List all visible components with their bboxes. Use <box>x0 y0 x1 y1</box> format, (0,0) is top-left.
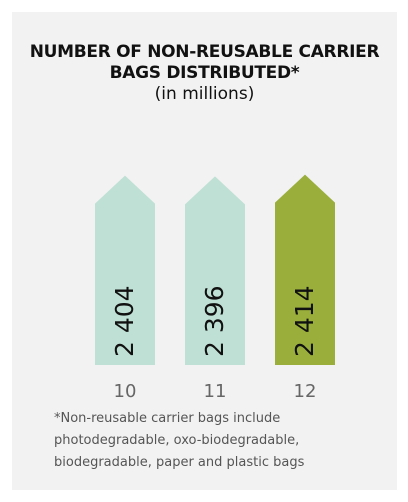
chart-footnote: *Non-reusable carrier bags include photo… <box>54 411 305 470</box>
arrow-bar-chart: 2 404 10 2 396 11 2 414 12 <box>95 174 335 402</box>
bar-11 <box>185 176 245 365</box>
x-tick-label: 11 <box>204 381 227 402</box>
x-tick-label: 10 <box>114 381 137 402</box>
bar-10 <box>95 175 155 365</box>
bar-value-label: 2 396 <box>200 285 229 357</box>
chart-panel: NUMBER OF NON-REUSABLE CARRIER BAGS DIST… <box>12 12 397 490</box>
x-tick-label: 12 <box>294 381 317 402</box>
chart-title: NUMBER OF NON-REUSABLE CARRIER BAGS DIST… <box>29 42 380 83</box>
chart-subtitle: (in millions) <box>154 84 255 104</box>
bar-12 <box>275 174 335 365</box>
bar-value-label: 2 414 <box>290 285 319 357</box>
bar-value-label: 2 404 <box>110 285 139 357</box>
